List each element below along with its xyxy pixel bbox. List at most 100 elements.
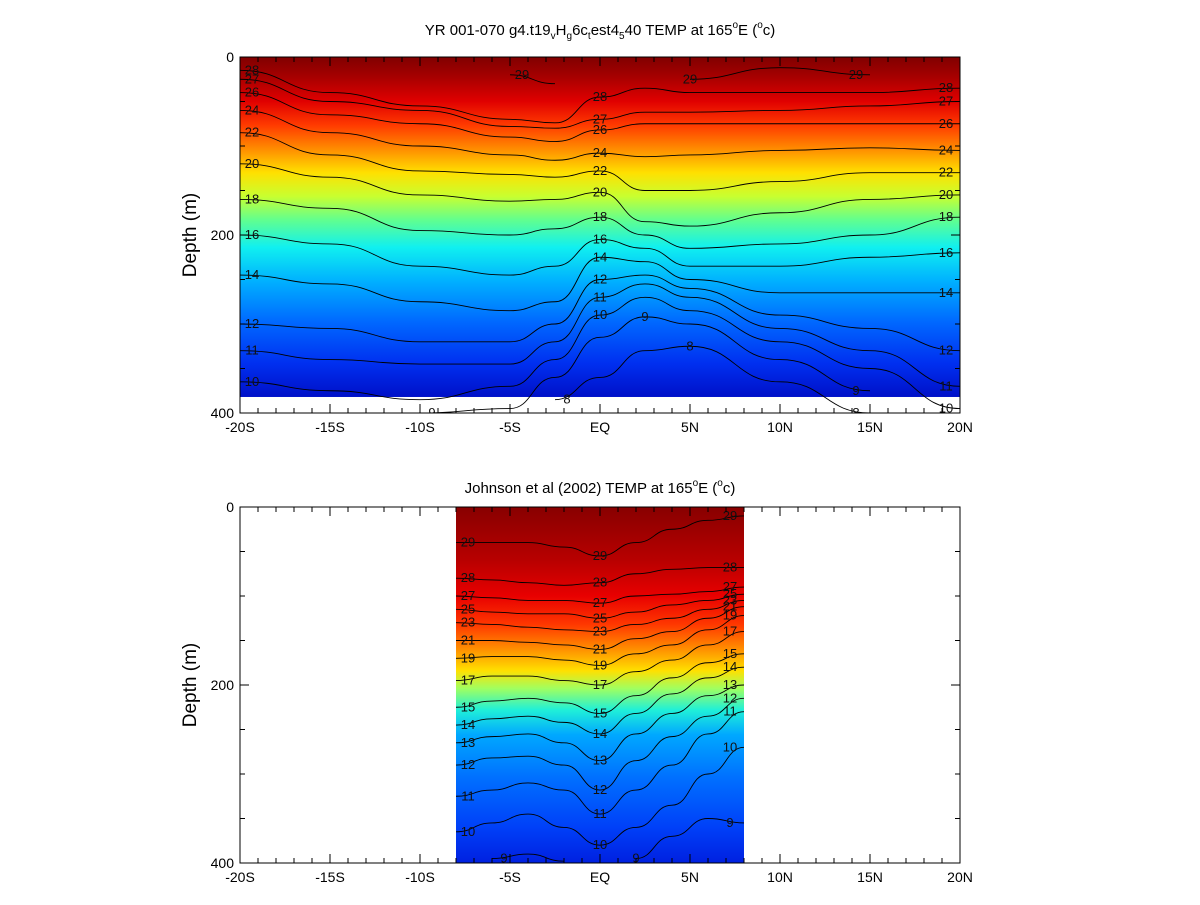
panel1-contour-label: 27 <box>939 94 953 109</box>
panel1-x-tick-label: 15N <box>857 419 883 435</box>
panel2-isotherm-12 <box>455 697 745 791</box>
panel2-isotherm-17 <box>455 631 745 686</box>
panel2-contour-label: 23 <box>723 592 737 607</box>
panel2-x-tick-label: 5N <box>681 869 699 885</box>
panel1-contour-label: 9 <box>641 309 648 324</box>
panel2-contour-label: 29 <box>723 508 737 523</box>
panel1-contour-label: 27 <box>593 111 607 126</box>
panel2-contour-label: 11 <box>593 806 607 821</box>
panel2-contour-label: 25 <box>723 586 737 601</box>
panel1-contour-label: 18 <box>593 209 607 224</box>
panel2-x-tick-label: -10S <box>405 869 435 885</box>
panel1-contour-label: 20 <box>939 187 953 202</box>
panel2-contour-label: 29 <box>593 548 607 563</box>
panel2-contour-label: 27 <box>461 588 475 603</box>
panel1-contour-label: 24 <box>245 102 259 117</box>
panel1-y-tick-label: 200 <box>211 227 235 243</box>
panel2-contour-label: 19 <box>461 650 475 665</box>
panel1-isotherm-12 <box>240 274 960 352</box>
panel2-contour-label: 14 <box>723 659 737 674</box>
panel2-isotherm-10 <box>455 746 745 846</box>
panel1-contour-label: 20 <box>245 156 259 171</box>
panel1-x-tick-label: -10S <box>405 419 435 435</box>
panel2-contour-label: 15 <box>723 646 737 661</box>
panel1-contour-label: 26 <box>939 116 953 131</box>
panel1-contour-label: 28 <box>593 89 607 104</box>
panel1-y-tick-label: 0 <box>226 49 234 65</box>
panel2-contour-label: 29 <box>461 535 475 550</box>
panel1-isotherm-29 <box>509 74 556 85</box>
panel2-contour-label: 19 <box>593 657 607 672</box>
panel1-contour-label: 11 <box>245 343 259 358</box>
panel1-isotherm-20 <box>240 163 960 227</box>
panel1-contour-label: 10 <box>245 374 259 389</box>
panel1-contour-label: 16 <box>245 227 259 242</box>
panel2-isotherm-21 <box>456 606 745 650</box>
panel2-contour-label: 9 <box>500 851 507 866</box>
panel1-x-tick-label: 20N <box>947 419 973 435</box>
panel2-contour-label: 21 <box>593 641 607 656</box>
panel1-isotherm-27 <box>240 78 960 129</box>
panel1-contour-label: 18 <box>245 191 259 206</box>
panel2-x-tick-label: 20N <box>947 869 973 885</box>
panel2-contour-label: 27 <box>723 579 737 594</box>
panel2-ticks: -20S -15S -10S -5S EQ 5N 10N 15N 20N 0 200 400 <box>211 499 973 885</box>
panel2-isotherm-29 <box>455 515 745 557</box>
panel2-isotherm-19 <box>455 615 745 666</box>
panel2-contour-label: 13 <box>723 677 737 692</box>
panel2-y-tick-label: 200 <box>211 677 235 693</box>
panel2-x-tick-label: -20S <box>225 869 255 885</box>
panel1-contour-label: 26 <box>593 122 607 137</box>
panel2-plot-area: 9991010101111111212121313131414141515151… <box>455 507 745 866</box>
panel-model-temperature: YR 001-070 g4.t19vHg6ctest4540 TEMP at 1… <box>180 20 973 435</box>
panel1-contour-label: 11 <box>593 289 607 304</box>
panel1-x-tick-label: 5N <box>681 419 699 435</box>
panel1-contour-label: 29 <box>849 67 863 82</box>
panel1-contour-label: 22 <box>245 125 259 140</box>
panel1-y-tick-label: 400 <box>211 405 235 421</box>
panel2-title: Johnson et al (2002) TEMP at 165oE (oc) <box>465 478 736 497</box>
panel1-contour-label: 9 <box>852 383 859 398</box>
panel1-contour-label: 24 <box>939 142 953 157</box>
panel2-x-tick-label: 15N <box>857 869 883 885</box>
panel1-contour-label: 22 <box>939 165 953 180</box>
panel1-x-tick-label: EQ <box>590 419 610 435</box>
panel1-contour-label: 28 <box>245 62 259 77</box>
panel2-x-tick-label: 10N <box>767 869 793 885</box>
panel1-contour-label: 12 <box>245 316 259 331</box>
panel1-x-tick-label: 10N <box>767 419 793 435</box>
panel2-contour-label: 15 <box>461 699 475 714</box>
panel1-contour-label: 12 <box>593 272 607 287</box>
panel2-contour-label: 25 <box>461 601 475 616</box>
panel2-x-tick-label: -15S <box>315 869 345 885</box>
panel1-contour-label: 18 <box>939 209 953 224</box>
panel2-contour-label: 27 <box>593 595 607 610</box>
panel1-contour-label: 14 <box>593 249 607 264</box>
panel-observed-temperature: Johnson et al (2002) TEMP at 165oE (oc) … <box>180 478 973 885</box>
panel2-contour-label: 21 <box>461 633 475 648</box>
panel1-x-tick-label: -5S <box>499 419 521 435</box>
panel1-contour-label: 29 <box>515 67 529 82</box>
panel2-contour-label: 9 <box>726 815 733 830</box>
panel1-isotherm-10 <box>240 296 960 409</box>
panel2-contour-label: 10 <box>723 739 737 754</box>
panel2-isotherm-13 <box>455 684 745 762</box>
panel1-isotherm-22 <box>240 132 960 191</box>
panel2-contour-label: 12 <box>723 690 737 705</box>
panel2-isotherm-14 <box>455 666 745 735</box>
panel1-contour-label: 27 <box>245 71 259 86</box>
panel2-contour-label: 21 <box>723 599 737 614</box>
panel1-contour-label: 16 <box>593 231 607 246</box>
panel1-contour-label: 8 <box>852 405 859 420</box>
panel1-contour-label: 26 <box>245 85 259 100</box>
panel2-contour-label: 25 <box>593 610 607 625</box>
panel1-contour-label: 14 <box>245 267 259 282</box>
panel2-contour-label: 13 <box>593 753 607 768</box>
panel1-contour-label: 11 <box>939 378 953 393</box>
panel2-contour-label: 13 <box>461 735 475 750</box>
panel2-contour-label: 14 <box>461 717 475 732</box>
panel1-isotherm-28 <box>240 69 960 124</box>
panel1-contour-label: 14 <box>939 285 953 300</box>
panel2-y-tick-label: 400 <box>211 855 235 871</box>
